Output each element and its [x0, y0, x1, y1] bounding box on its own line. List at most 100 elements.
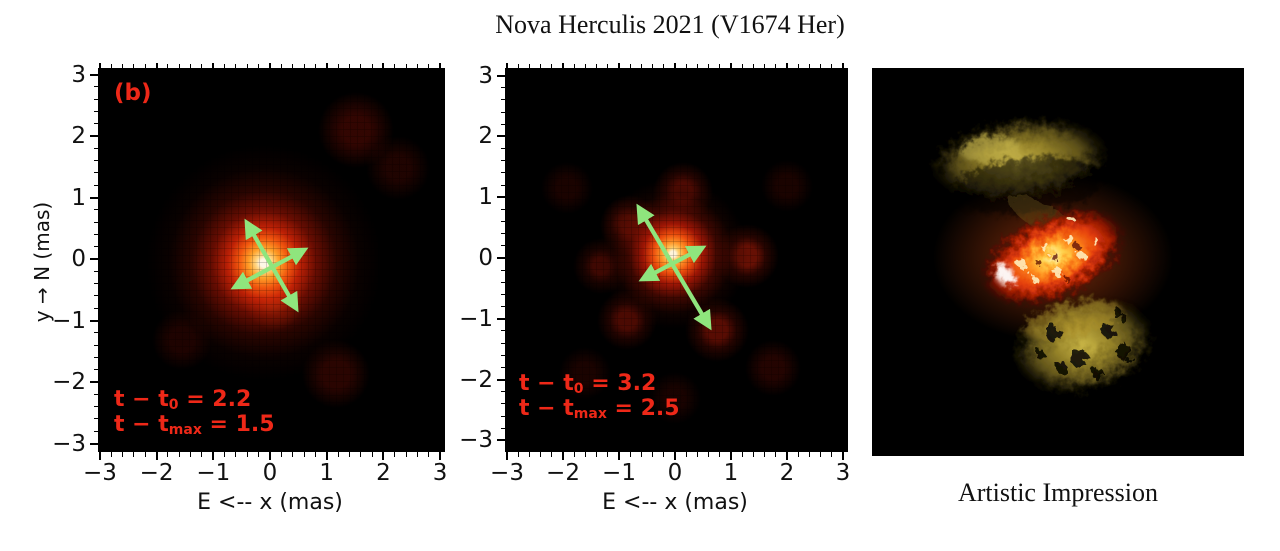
x-tick — [741, 452, 743, 457]
y-tick — [90, 196, 98, 199]
x-tick-top — [348, 64, 350, 68]
x-tick-top — [640, 64, 642, 68]
x-tick — [820, 452, 822, 457]
x-tick-top — [652, 64, 654, 68]
y-tick — [501, 391, 505, 393]
x-tick — [831, 452, 833, 457]
x-tick — [371, 452, 373, 457]
x-tick — [786, 452, 788, 460]
x-tick-top — [155, 63, 158, 68]
x-tick — [764, 452, 766, 457]
x-tick — [540, 452, 542, 457]
x-tick-top — [797, 64, 799, 68]
x-tick-top — [428, 64, 430, 68]
x-tick-label: −1 — [602, 460, 636, 486]
x-tick-top — [190, 64, 192, 68]
y-tick-label: 2 — [478, 123, 493, 150]
y-tick — [94, 123, 98, 125]
x-tick — [190, 452, 192, 457]
y-tick — [94, 86, 98, 88]
x-tick — [752, 452, 754, 457]
y-tick — [94, 246, 98, 248]
x-tick — [133, 452, 135, 457]
x-tick-label: 1 — [723, 460, 739, 486]
x-tick — [314, 452, 316, 457]
y-tick — [497, 257, 505, 259]
annotation-line: t − tmax = 2.5 — [519, 395, 680, 422]
x-tick-top — [764, 64, 766, 68]
x-tick-top — [382, 63, 385, 68]
x-tick-top — [618, 63, 620, 68]
x-tick — [382, 452, 385, 460]
x-tick — [842, 452, 844, 460]
x-tick-top — [269, 63, 271, 68]
x-tick — [405, 452, 407, 457]
x-tick-top — [562, 63, 564, 68]
y-axis-label: y → N (mas) — [30, 201, 54, 323]
artistic-impression-caption: Artistic Impression — [957, 478, 1159, 507]
x-tick — [110, 452, 112, 457]
y-tick-label: 1 — [478, 184, 493, 211]
x-tick — [663, 452, 665, 457]
x-tick-top — [596, 64, 598, 68]
x-tick — [144, 452, 146, 457]
x-tick-label: −2 — [546, 460, 580, 486]
y-tick-label: 0 — [478, 245, 493, 271]
artistic-impression-art — [872, 68, 1244, 456]
x-tick-top — [540, 64, 542, 68]
y-tick — [94, 283, 98, 285]
x-tick — [719, 452, 721, 457]
x-tick-top — [292, 64, 294, 68]
x-tick-top — [235, 64, 237, 68]
y-tick — [90, 73, 98, 76]
x-tick — [122, 452, 124, 457]
x-tick-top — [842, 63, 844, 68]
y-tick — [90, 442, 98, 445]
y-tick — [501, 403, 505, 405]
x-tick-label: 3 — [835, 460, 851, 486]
y-tick — [94, 233, 98, 235]
x-tick — [235, 452, 237, 457]
x-tick-top — [831, 64, 833, 68]
y-tick-label: −3 — [459, 427, 493, 454]
x-tick — [775, 452, 777, 457]
x-tick-label: 2 — [376, 460, 391, 486]
y-tick — [497, 378, 505, 381]
y-tick-label: −2 — [52, 369, 86, 395]
heatmap-panel-epoch1: (b) t − t0 = 2.2 t − tmax = 1.5 −3 −2 −1 0 1… — [52, 62, 447, 516]
y-tick — [501, 415, 505, 417]
y-tick — [94, 110, 98, 112]
x-tick — [428, 452, 430, 457]
x-tick-top — [685, 64, 687, 68]
x-tick-top — [325, 63, 328, 68]
x-tick-top — [144, 64, 146, 68]
x-tick — [696, 452, 698, 457]
x-tick — [685, 452, 687, 457]
y-tick — [501, 354, 505, 356]
y-tick — [90, 258, 98, 260]
x-tick-top — [303, 64, 305, 68]
x-tick — [246, 452, 248, 457]
x-tick-top — [730, 63, 732, 68]
x-tick-top — [337, 64, 339, 68]
y-tick-label: 1 — [71, 184, 86, 211]
x-tick-top — [573, 64, 575, 68]
x-tick-top — [674, 63, 676, 68]
x-tick — [797, 452, 799, 457]
y-tick — [501, 281, 505, 283]
y-tick — [94, 295, 98, 297]
x-tick-label: 0 — [667, 460, 683, 486]
annotation-line: t − t0 = 2.2 — [114, 386, 252, 413]
y-tick — [497, 439, 505, 442]
x-tick-top — [506, 63, 508, 68]
x-tick — [607, 452, 609, 457]
y-tick — [501, 160, 505, 162]
y-tick — [90, 135, 98, 137]
x-tick-top — [741, 64, 743, 68]
annotation-line: t − tmax = 1.5 — [114, 411, 275, 438]
x-tick — [573, 452, 575, 457]
y-tick — [94, 98, 98, 100]
x-tick-label: 1 — [319, 460, 335, 486]
x-tick-top — [439, 63, 442, 68]
y-tick — [94, 184, 98, 186]
